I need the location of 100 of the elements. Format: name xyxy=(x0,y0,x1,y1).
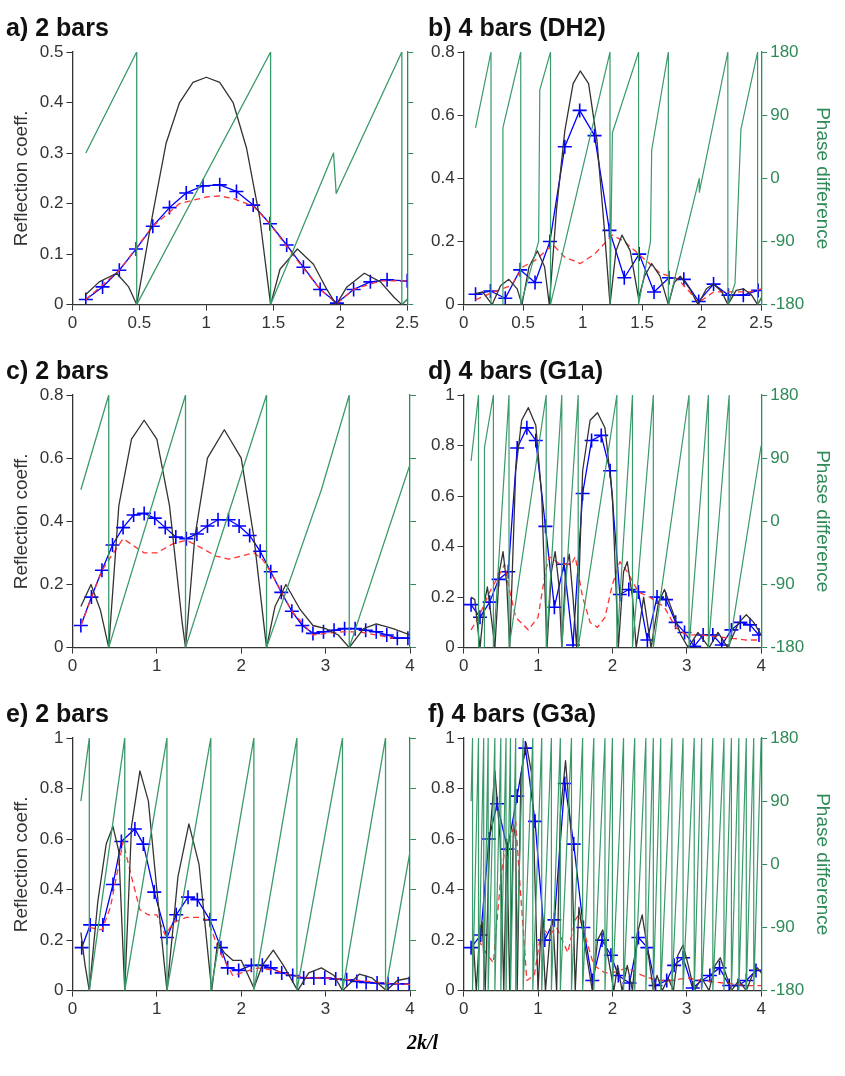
point xyxy=(202,912,218,928)
point xyxy=(231,518,247,534)
point xyxy=(327,971,344,987)
point xyxy=(500,564,517,580)
line-series xyxy=(474,234,762,304)
point xyxy=(557,138,573,155)
point xyxy=(135,836,152,852)
point xyxy=(315,624,332,640)
y-tick-label: 0.2 xyxy=(430,586,455,606)
y-tick-label: 0 xyxy=(445,294,455,314)
point xyxy=(252,543,268,560)
point xyxy=(146,510,163,526)
y-tick-label: 0 xyxy=(53,637,64,657)
point xyxy=(189,891,206,908)
y2-tick-label: 90 xyxy=(770,104,790,124)
point xyxy=(527,813,543,830)
point xyxy=(738,972,755,989)
y2-tick-label: -90 xyxy=(770,231,795,251)
point xyxy=(571,102,588,119)
x-tick-label: 0.5 xyxy=(511,313,535,333)
y-tick-label: 0.4 xyxy=(39,92,64,112)
y-tick-label: 0.8 xyxy=(39,778,64,798)
point xyxy=(463,596,479,613)
y2-axis-title: Phase difference xyxy=(813,107,835,250)
y-tick-label: 0.4 xyxy=(430,536,455,556)
line-series xyxy=(85,195,408,305)
point xyxy=(630,584,647,600)
point xyxy=(254,957,271,974)
x-tick-label: 4 xyxy=(756,656,766,676)
point xyxy=(620,581,637,598)
y-tick-label: 0.2 xyxy=(39,574,64,594)
point xyxy=(557,775,573,792)
y-tick-label: 0.2 xyxy=(39,193,64,213)
y-axis-title: Reflection coeff. xyxy=(9,110,31,247)
point xyxy=(211,177,228,193)
x-tick-label: 1 xyxy=(533,656,543,676)
point xyxy=(83,589,100,605)
point xyxy=(195,178,211,194)
chart-title: f) 4 bars (G3a) xyxy=(428,698,597,727)
point xyxy=(294,617,311,634)
y2-tick-label: 0 xyxy=(770,167,780,187)
line-series xyxy=(80,538,394,639)
point xyxy=(537,518,554,535)
point xyxy=(676,624,693,641)
x-tick-label: 1 xyxy=(152,999,162,1019)
y-axis-title: Reflection coeff. xyxy=(9,453,31,590)
point xyxy=(245,197,261,213)
point xyxy=(111,262,128,279)
x-tick-label: 2 xyxy=(236,999,246,1019)
point xyxy=(278,237,295,253)
x-tick-label: 2 xyxy=(607,999,618,1019)
point xyxy=(630,929,647,946)
y-tick-label: 0.6 xyxy=(430,828,455,848)
point xyxy=(646,284,662,300)
point xyxy=(273,584,290,601)
point xyxy=(512,262,528,278)
point xyxy=(189,526,205,542)
y2-tick-label: -180 xyxy=(770,294,805,314)
point xyxy=(345,281,362,298)
point xyxy=(378,627,395,643)
point xyxy=(742,617,758,633)
y2-tick-label: -90 xyxy=(770,574,795,594)
point xyxy=(349,973,365,990)
x-tick-label: 4 xyxy=(405,656,415,676)
point xyxy=(661,269,677,286)
y-tick-label: 0.6 xyxy=(39,828,64,848)
x-tick-label: 2 xyxy=(335,313,345,333)
y-tick-label: 1 xyxy=(53,727,64,747)
point xyxy=(95,917,111,933)
chart-title: b) 4 bars (DH2) xyxy=(428,12,606,41)
point xyxy=(472,609,488,626)
point xyxy=(144,218,161,235)
point xyxy=(115,519,131,536)
chart-title: d) 4 bars (G1a) xyxy=(428,355,604,384)
point xyxy=(347,620,363,637)
y-tick-label: 0.4 xyxy=(39,510,64,530)
point xyxy=(262,960,279,976)
point xyxy=(161,199,178,216)
y-tick-label: 0.6 xyxy=(430,104,455,124)
point xyxy=(379,272,395,288)
point xyxy=(586,127,603,144)
point xyxy=(128,241,144,257)
point xyxy=(73,617,89,634)
point xyxy=(199,518,216,534)
x-tick-label: 1 xyxy=(152,656,162,676)
point xyxy=(284,603,300,620)
point xyxy=(735,287,752,303)
y2-tick-label: 0 xyxy=(770,510,780,530)
x-tick-label: 2.5 xyxy=(395,313,419,333)
point xyxy=(168,907,185,923)
y-tick-label: 1 xyxy=(445,384,455,404)
point xyxy=(676,271,692,288)
y-tick-label: 0 xyxy=(53,980,64,1000)
y2-tick-label: 180 xyxy=(770,384,799,404)
x-tick-label: 1 xyxy=(533,999,543,1019)
point xyxy=(219,960,236,976)
point xyxy=(666,957,682,974)
y-tick-label: 0 xyxy=(53,294,64,314)
x-tick-label: 1.5 xyxy=(261,313,286,333)
point xyxy=(616,269,633,286)
